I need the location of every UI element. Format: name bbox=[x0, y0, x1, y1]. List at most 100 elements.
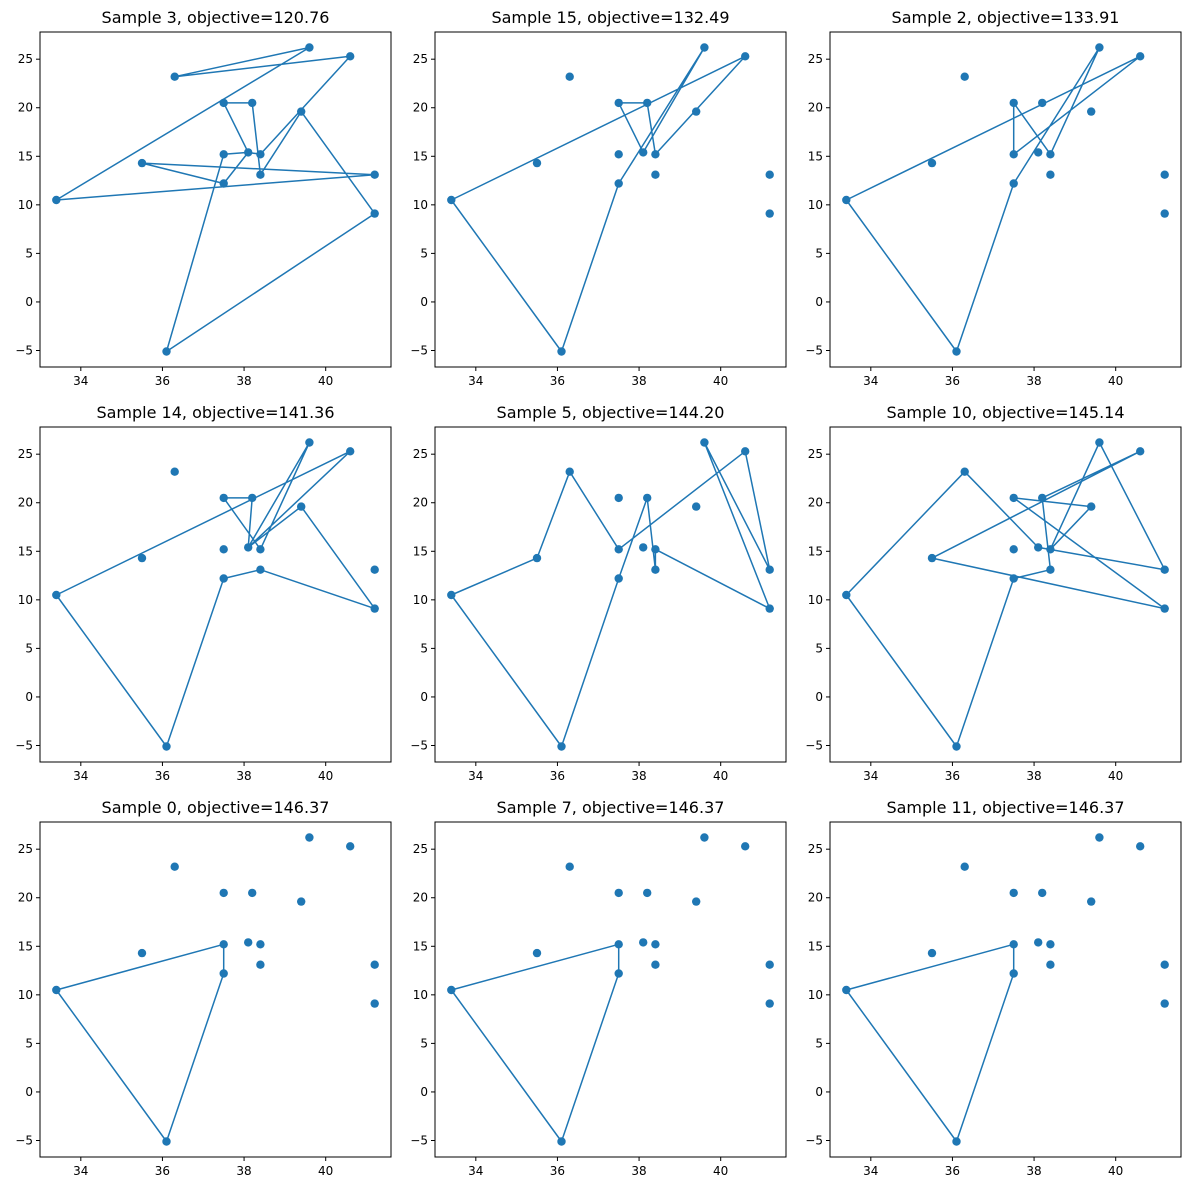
y-tick-label: −5 bbox=[15, 738, 33, 752]
x-tick-label: 34 bbox=[863, 374, 878, 388]
city-point bbox=[639, 543, 648, 552]
city-point bbox=[643, 888, 652, 898]
city-point bbox=[219, 940, 228, 949]
y-tick-label: 25 bbox=[808, 447, 823, 461]
y-tick-label: 20 bbox=[18, 496, 33, 510]
y-tick-label: −5 bbox=[805, 1133, 823, 1147]
city-point bbox=[960, 467, 969, 476]
city-point bbox=[447, 590, 456, 600]
axes-frame bbox=[829, 426, 1182, 763]
x-tick-label: 40 bbox=[713, 374, 728, 388]
x-tick-label: 40 bbox=[1108, 1164, 1123, 1178]
route-line bbox=[845, 943, 1015, 1142]
city-point bbox=[1046, 545, 1055, 554]
y-tick-label: 20 bbox=[413, 101, 428, 115]
x-tick-label: 40 bbox=[318, 374, 333, 388]
x-tick-label: 34 bbox=[863, 769, 878, 783]
y-tick-label: 10 bbox=[413, 988, 428, 1002]
route-line bbox=[55, 46, 376, 353]
y-tick-label: 20 bbox=[18, 101, 33, 115]
city-point bbox=[346, 52, 355, 61]
city-point bbox=[447, 985, 456, 995]
city-point bbox=[1009, 150, 1018, 159]
city-point bbox=[765, 960, 774, 969]
y-tick-label: 20 bbox=[808, 891, 823, 905]
subplot-5: Sample 5, objective=144.20 34 36 38 40 −5 0 5 10… bbox=[410, 403, 787, 783]
y-tick-label: 25 bbox=[808, 842, 823, 856]
city-point bbox=[692, 897, 701, 906]
city-point bbox=[1009, 940, 1018, 949]
y-tick-label: 15 bbox=[413, 544, 428, 558]
route-line bbox=[845, 46, 1141, 352]
x-tick-label: 36 bbox=[550, 1164, 565, 1178]
x-tick-label: 36 bbox=[945, 1164, 960, 1178]
x-tick-label: 34 bbox=[468, 374, 483, 388]
y-tick-label: 25 bbox=[18, 842, 33, 856]
city-point bbox=[765, 209, 774, 218]
subplot-9: Sample 11, objective=146.37 34 36 38 40 −5 0 5 1… bbox=[805, 798, 1182, 1178]
x-tick-label: 40 bbox=[1108, 374, 1123, 388]
subplot-7: Sample 0, objective=146.37 34 36 38 40 −5 0 5 10… bbox=[15, 798, 392, 1178]
city-point bbox=[557, 347, 566, 356]
axes-frame bbox=[434, 821, 787, 1158]
y-tick-label: 15 bbox=[413, 149, 428, 163]
y-tick-label: 0 bbox=[420, 690, 428, 704]
x-tick-label: 36 bbox=[550, 769, 565, 783]
y-tick-label: 5 bbox=[25, 246, 33, 260]
city-point bbox=[244, 543, 253, 552]
y-tick-label: −5 bbox=[410, 1133, 428, 1147]
city-point bbox=[532, 158, 542, 168]
city-point bbox=[927, 158, 937, 168]
y-tick-label: 0 bbox=[25, 1085, 33, 1099]
x-tick-label: 36 bbox=[550, 374, 565, 388]
x-tick-label: 36 bbox=[155, 374, 170, 388]
city-point bbox=[1034, 938, 1043, 947]
y-tick-label: 10 bbox=[413, 198, 428, 212]
city-point bbox=[1046, 940, 1055, 949]
city-point bbox=[614, 179, 623, 188]
city-point bbox=[1009, 493, 1018, 503]
city-point bbox=[643, 98, 652, 108]
y-tick-label: 15 bbox=[18, 939, 33, 953]
x-tick-label: 34 bbox=[468, 1164, 483, 1178]
city-point bbox=[741, 447, 750, 456]
y-tick-label: −5 bbox=[410, 343, 428, 357]
y-tick-label: 20 bbox=[413, 496, 428, 510]
city-point bbox=[960, 862, 969, 871]
city-point bbox=[651, 960, 660, 969]
x-tick-label: 38 bbox=[1026, 374, 1041, 388]
y-tick-label: 20 bbox=[413, 891, 428, 905]
city-point bbox=[1046, 960, 1055, 969]
city-point bbox=[1009, 179, 1018, 188]
y-tick-label: 5 bbox=[420, 246, 428, 260]
route-line bbox=[55, 943, 225, 1142]
y-tick-label: 15 bbox=[808, 939, 823, 953]
x-tick-label: 40 bbox=[318, 769, 333, 783]
x-tick-label: 38 bbox=[631, 1164, 646, 1178]
city-point bbox=[557, 1137, 566, 1146]
axes-frame bbox=[39, 821, 392, 1158]
city-point bbox=[219, 574, 228, 583]
city-point bbox=[219, 888, 228, 898]
city-point bbox=[1160, 960, 1169, 969]
x-tick-label: 40 bbox=[318, 1164, 333, 1178]
axes-frame bbox=[434, 31, 787, 368]
city-point bbox=[1087, 502, 1096, 511]
city-point bbox=[614, 98, 623, 108]
city-point bbox=[639, 148, 648, 157]
y-tick-label: 0 bbox=[25, 690, 33, 704]
x-tick-label: 38 bbox=[236, 374, 251, 388]
city-point bbox=[1160, 170, 1169, 179]
city-point bbox=[692, 107, 701, 116]
y-tick-label: 5 bbox=[815, 641, 823, 655]
subplot-title: Sample 7, objective=146.37 bbox=[497, 798, 725, 817]
y-tick-label: 0 bbox=[25, 295, 33, 309]
city-point bbox=[565, 862, 574, 871]
city-point bbox=[614, 969, 623, 978]
city-point bbox=[1136, 842, 1145, 851]
city-point bbox=[256, 545, 265, 554]
city-point bbox=[952, 742, 961, 751]
city-point bbox=[305, 833, 314, 842]
y-tick-label: −5 bbox=[805, 343, 823, 357]
y-tick-label: 5 bbox=[25, 1036, 33, 1050]
